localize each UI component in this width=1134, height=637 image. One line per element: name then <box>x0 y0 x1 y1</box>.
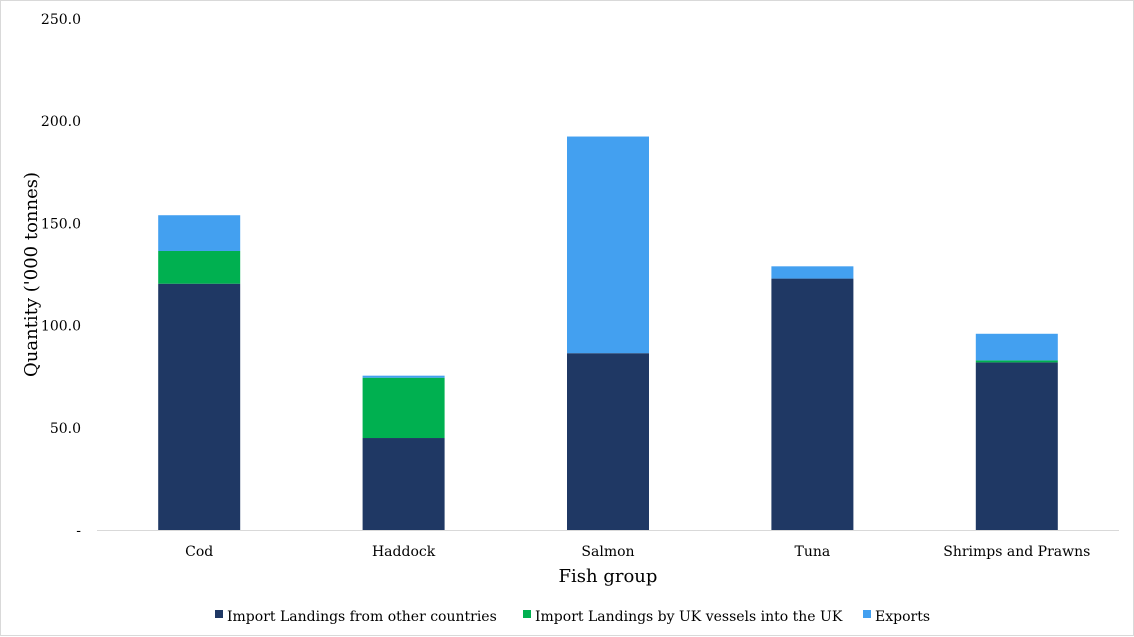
bar-segment-import-other <box>975 362 1058 530</box>
bar-segment-import-other <box>567 353 649 530</box>
bar-segment-exports <box>158 215 241 251</box>
x-tick-label: Tuna <box>795 544 831 560</box>
legend-swatch <box>863 610 871 618</box>
legend-item: Import Landings from other countries <box>215 609 497 625</box>
y-axis-ticks: - 50.0 100.0 150.0 200.0 250.0 <box>41 12 81 539</box>
x-tick-label: Shrimps and Prawns <box>943 544 1090 560</box>
legend-swatch <box>523 610 531 618</box>
y-tick-label: - <box>76 523 81 539</box>
x-tick-label: Salmon <box>581 544 634 560</box>
bar-segment-exports <box>975 333 1058 361</box>
legend-item: Exports <box>863 609 930 625</box>
bar-segment-import-other <box>158 283 241 530</box>
bar-segment-import-other <box>362 438 445 530</box>
y-tick-label: 250.0 <box>41 12 81 28</box>
bar-segment-import-uk <box>362 377 445 439</box>
y-tick-label: 100.0 <box>41 319 81 335</box>
bar-segment-import-uk <box>975 360 1058 363</box>
x-tick-label: Haddock <box>372 544 436 560</box>
bar-segment-exports <box>771 266 854 279</box>
bar-segment-import-uk <box>158 250 241 284</box>
x-axis-ticks: Cod Haddock Salmon Tuna Shrimps and Prawns <box>185 544 1090 560</box>
legend-label: Import Landings by UK vessels into the U… <box>535 609 843 625</box>
y-tick-label: 50.0 <box>50 421 81 437</box>
x-axis-title: Fish group <box>559 566 658 587</box>
bar-segment-exports <box>567 136 649 354</box>
legend-label: Import Landings from other countries <box>227 609 497 625</box>
legend-swatch <box>215 610 223 618</box>
x-tick-label: Cod <box>185 544 213 560</box>
legend-item: Import Landings by UK vessels into the U… <box>523 609 843 625</box>
legend-label: Exports <box>875 609 930 625</box>
y-tick-label: 150.0 <box>41 216 81 232</box>
y-tick-label: 200.0 <box>41 114 81 130</box>
bars <box>158 136 1058 530</box>
y-axis-title: Quantity ('000 tonnes) <box>21 172 42 377</box>
bar-segment-exports <box>362 375 445 378</box>
legend: Import Landings from other countries Impo… <box>215 609 930 625</box>
bar-segment-import-other <box>771 278 854 530</box>
